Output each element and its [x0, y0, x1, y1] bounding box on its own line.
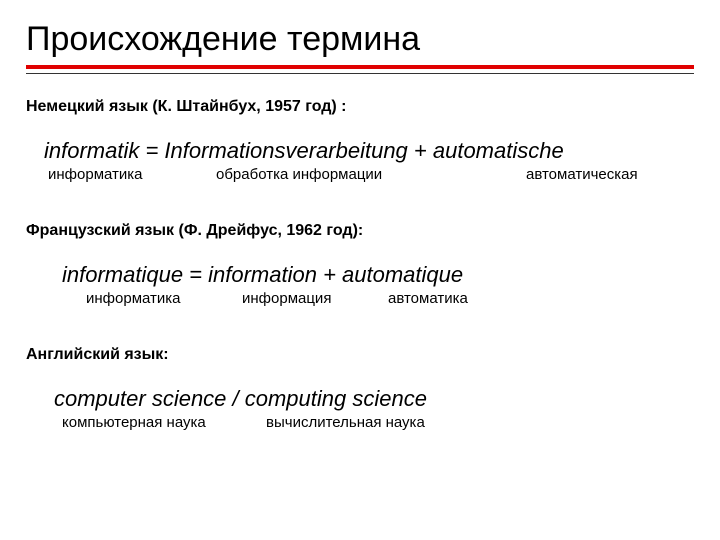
title-thin-line	[26, 73, 694, 74]
gloss-row-french: информатика информация автоматика	[26, 290, 694, 310]
gloss-cell: информация	[242, 290, 331, 307]
equation-german: informatik = Informationsverarbeitung + …	[44, 138, 694, 164]
gloss-cell: информатика	[86, 290, 181, 307]
gloss-cell: информатика	[48, 166, 143, 183]
gloss-cell: компьютерная наука	[62, 414, 206, 431]
gloss-row-german: информатика обработка информации автомат…	[26, 166, 694, 186]
gloss-cell: автоматика	[388, 290, 468, 307]
section-header-german: Немецкий язык (К. Штайнбух, 1957 год) :	[26, 98, 694, 116]
equation-english: computer science / computing science	[54, 386, 694, 412]
section-header-english: Английский язык:	[26, 346, 694, 364]
section-header-french: Французский язык (Ф. Дрейфус, 1962 год):	[26, 222, 694, 240]
gloss-cell: обработка информации	[216, 166, 382, 183]
gloss-row-english: компьютерная наука вычислительная наука	[26, 414, 694, 434]
title-underline	[26, 65, 694, 69]
gloss-cell: вычислительная наука	[266, 414, 425, 431]
page-title: Происхождение термина	[26, 20, 694, 59]
equation-french: informatique = information + automatique	[62, 262, 694, 288]
gloss-cell: автоматическая	[526, 166, 638, 183]
